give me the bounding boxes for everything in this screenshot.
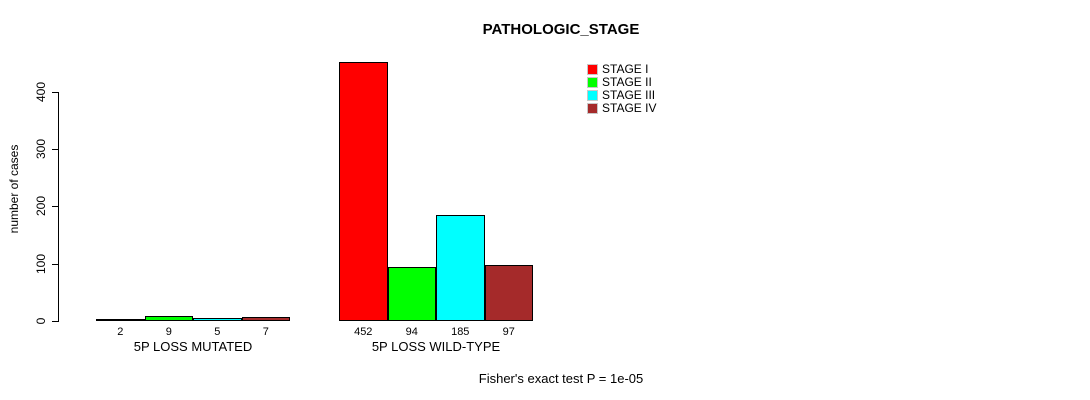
legend: STAGE I STAGE II STAGE III STAGE IV	[587, 63, 656, 115]
fisher-test-annotation: Fisher's exact test P = 1e-05	[478, 371, 644, 386]
bar-value-label-stage-i-5p-loss-wild-type: 452	[354, 326, 373, 338]
y-tick-100	[52, 263, 58, 265]
bar-stage-i-5p-loss-mutated	[96, 319, 145, 321]
legend-label-stage-ii: STAGE II	[602, 75, 652, 89]
legend-item-stage-iii: STAGE III	[587, 89, 656, 102]
bar-value-label-stage-iv-5p-loss-mutated: 7	[262, 326, 269, 338]
bar-stage-i-5p-loss-wild-type	[339, 61, 388, 321]
legend-swatch-stage-iii	[587, 90, 598, 101]
bar-value-label-stage-ii-5p-loss-mutated: 9	[165, 326, 172, 338]
legend-item-stage-i: STAGE I	[587, 63, 656, 76]
bar-value-label-stage-iii-5p-loss-wild-type: 185	[451, 326, 470, 338]
bar-stage-iii-5p-loss-wild-type	[436, 214, 485, 321]
y-tick-label-200: 200	[34, 196, 48, 217]
legend-swatch-stage-iv	[587, 103, 598, 114]
y-tick-label-300: 300	[34, 138, 48, 160]
bar-value-label-stage-iv-5p-loss-wild-type: 97	[502, 326, 515, 338]
x-group-label-5p-loss-mutated: 5P LOSS MUTATED	[133, 339, 253, 354]
bar-stage-ii-5p-loss-mutated	[144, 315, 193, 321]
legend-item-stage-ii: STAGE II	[587, 76, 656, 89]
y-tick-label-100: 100	[34, 253, 48, 274]
legend-swatch-stage-ii	[587, 77, 598, 88]
bar-stage-iii-5p-loss-mutated	[193, 318, 242, 321]
bar-value-label-stage-iii-5p-loss-mutated: 5	[214, 326, 221, 338]
x-group-label-5p-loss-wild-type: 5P LOSS WILD-TYPE	[371, 339, 501, 354]
legend-label-stage-iii: STAGE III	[602, 88, 656, 102]
chart-title: PATHOLOGIC_STAGE	[482, 21, 640, 38]
y-tick-300	[52, 149, 58, 150]
y-tick-200	[52, 206, 58, 208]
y-tick-label-0: 0	[34, 317, 48, 325]
y-tick-label-400: 400	[34, 81, 48, 102]
legend-label-stage-i: STAGE I	[602, 62, 649, 76]
legend-label-stage-iv: STAGE IV	[602, 101, 657, 115]
bar-value-label-stage-ii-5p-loss-wild-type: 94	[405, 326, 418, 338]
bar-stage-ii-5p-loss-wild-type	[387, 267, 436, 321]
y-axis-line	[58, 91, 59, 322]
bar-value-label-stage-i-5p-loss-mutated: 2	[117, 326, 124, 338]
bar-stage-iv-5p-loss-wild-type	[484, 265, 533, 321]
y-tick-0	[52, 321, 58, 322]
legend-swatch-stage-i	[587, 64, 598, 75]
legend-item-stage-iv: STAGE IV	[587, 102, 656, 115]
y-tick-400	[52, 91, 58, 93]
bar-stage-iv-5p-loss-mutated	[241, 316, 290, 321]
